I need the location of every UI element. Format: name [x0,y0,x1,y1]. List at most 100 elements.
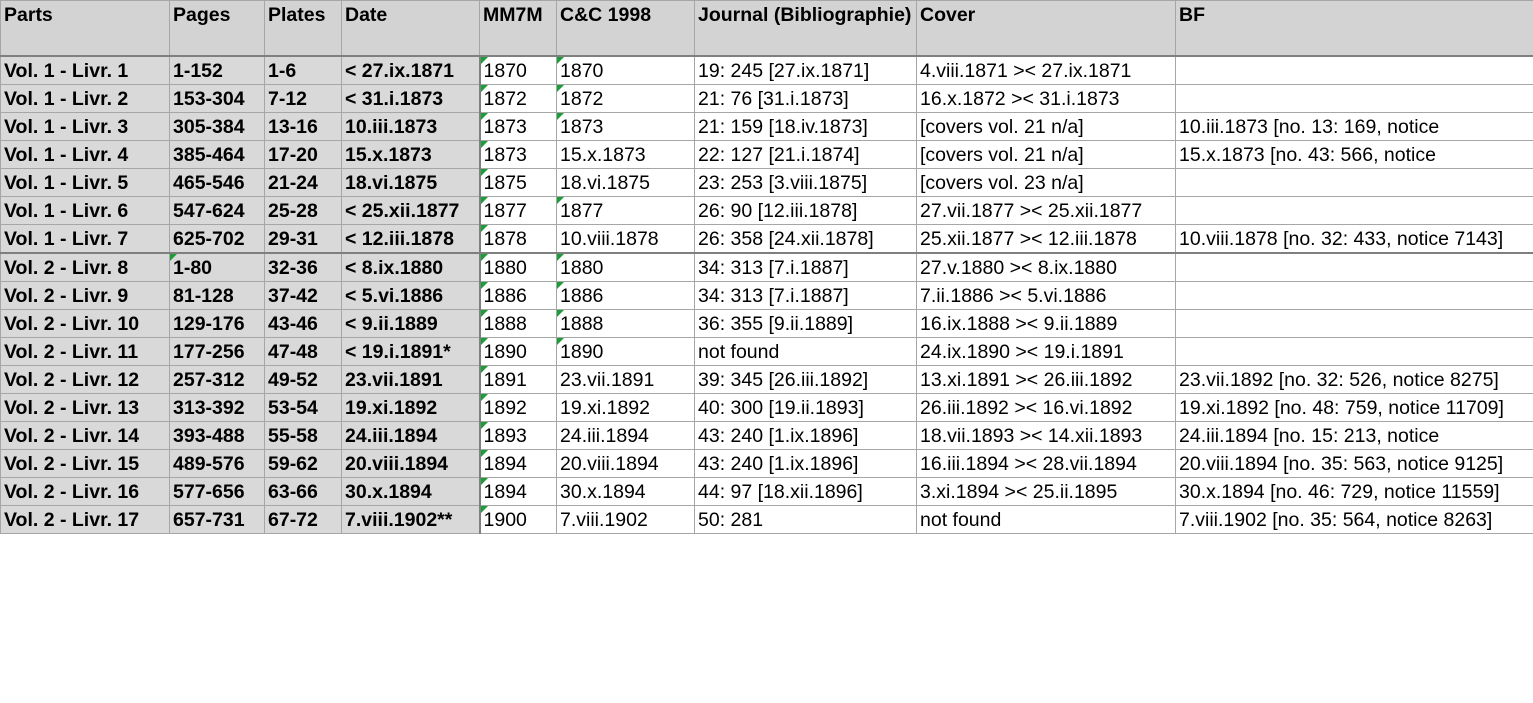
cell-cc-1998[interactable]: 1877 [556,196,695,225]
cell-date[interactable]: < 5.vi.1886 [341,281,481,310]
cell-pages[interactable]: 625-702 [169,224,265,254]
cell-plates[interactable]: 37-42 [264,281,342,310]
cell-cc-1998[interactable]: 30.x.1894 [556,477,695,506]
header-plates[interactable]: Plates [264,0,342,57]
cell-plates[interactable]: 59-62 [264,449,342,478]
cell-date[interactable]: 20.viii.1894 [341,449,481,478]
cell-plates[interactable]: 13-16 [264,112,342,141]
cell-bf[interactable]: 23.vii.1892 [no. 32: 526, notice 8275] [1175,365,1533,394]
cell-journal[interactable]: 21: 159 [18.iv.1873] [694,112,917,141]
cell-mm7m[interactable]: 1872 [479,84,557,113]
cell-cc-1998[interactable]: 19.xi.1892 [556,393,695,422]
cell-pages[interactable]: 153-304 [169,84,265,113]
cell-pages[interactable]: 1-80 [169,252,265,282]
cell-parts[interactable]: Vol. 2 - Livr. 8 [0,252,170,282]
cell-journal[interactable]: 43: 240 [1.ix.1896] [694,421,917,450]
cell-bf[interactable]: 7.viii.1902 [no. 35: 564, notice 8263] [1175,505,1533,534]
cell-cover[interactable]: 16.ix.1888 >< 9.ii.1889 [916,309,1176,338]
cell-bf[interactable] [1175,252,1533,282]
cell-parts[interactable]: Vol. 2 - Livr. 9 [0,281,170,310]
cell-bf[interactable] [1175,84,1533,113]
cell-date[interactable]: < 27.ix.1871 [341,55,481,85]
cell-journal[interactable]: 26: 358 [24.xii.1878] [694,224,917,254]
cell-date[interactable]: < 9.ii.1889 [341,309,481,338]
cell-parts[interactable]: Vol. 2 - Livr. 11 [0,337,170,366]
cell-mm7m[interactable]: 1893 [479,421,557,450]
cell-parts[interactable]: Vol. 1 - Livr. 7 [0,224,170,254]
cell-cc-1998[interactable]: 10.viii.1878 [556,224,695,254]
cell-parts[interactable]: Vol. 2 - Livr. 13 [0,393,170,422]
cell-cc-1998[interactable]: 1872 [556,84,695,113]
cell-plates[interactable]: 67-72 [264,505,342,534]
cell-cover[interactable]: 7.ii.1886 >< 5.vi.1886 [916,281,1176,310]
cell-parts[interactable]: Vol. 2 - Livr. 10 [0,309,170,338]
cell-date[interactable]: < 19.i.1891* [341,337,481,366]
cell-date[interactable]: < 25.xii.1877 [341,196,481,225]
cell-plates[interactable]: 47-48 [264,337,342,366]
cell-cover[interactable]: not found [916,505,1176,534]
cell-journal[interactable]: 34: 313 [7.i.1887] [694,252,917,282]
cell-bf[interactable]: 10.iii.1873 [no. 13: 169, notice [1175,112,1533,141]
cell-parts[interactable]: Vol. 1 - Livr. 3 [0,112,170,141]
cell-journal[interactable]: 34: 313 [7.i.1887] [694,281,917,310]
cell-date[interactable]: 15.x.1873 [341,140,481,169]
cell-cc-1998[interactable]: 23.vii.1891 [556,365,695,394]
cell-cover[interactable]: 16.x.1872 >< 31.i.1873 [916,84,1176,113]
cell-mm7m[interactable]: 1873 [479,140,557,169]
cell-mm7m[interactable]: 1873 [479,112,557,141]
cell-cover[interactable]: 13.xi.1891 >< 26.iii.1892 [916,365,1176,394]
cell-mm7m[interactable]: 1892 [479,393,557,422]
cell-mm7m[interactable]: 1875 [479,168,557,197]
cell-date[interactable]: 7.viii.1902** [341,505,481,534]
cell-bf[interactable]: 15.x.1873 [no. 43: 566, notice [1175,140,1533,169]
cell-date[interactable]: 24.iii.1894 [341,421,481,450]
header-journal[interactable]: Journal (Bibliographie) [694,0,917,57]
cell-cover[interactable]: 16.iii.1894 >< 28.vii.1894 [916,449,1176,478]
cell-date[interactable]: 18.vi.1875 [341,168,481,197]
cell-parts[interactable]: Vol. 1 - Livr. 2 [0,84,170,113]
cell-date[interactable]: 19.xi.1892 [341,393,481,422]
cell-date[interactable]: < 31.i.1873 [341,84,481,113]
cell-mm7m[interactable]: 1878 [479,224,557,254]
cell-pages[interactable]: 313-392 [169,393,265,422]
cell-plates[interactable]: 55-58 [264,421,342,450]
cell-pages[interactable]: 489-576 [169,449,265,478]
cell-date[interactable]: 30.x.1894 [341,477,481,506]
cell-mm7m[interactable]: 1894 [479,477,557,506]
header-parts[interactable]: Parts [0,0,170,57]
cell-pages[interactable]: 657-731 [169,505,265,534]
cell-cover[interactable]: 27.vii.1877 >< 25.xii.1877 [916,196,1176,225]
cell-parts[interactable]: Vol. 2 - Livr. 12 [0,365,170,394]
cell-mm7m[interactable]: 1894 [479,449,557,478]
cell-cc-1998[interactable]: 1880 [556,252,695,282]
cell-cc-1998[interactable]: 1890 [556,337,695,366]
cell-cc-1998[interactable]: 20.viii.1894 [556,449,695,478]
cell-cover[interactable]: [covers vol. 21 n/a] [916,112,1176,141]
cell-bf[interactable]: 19.xi.1892 [no. 48: 759, notice 11709] [1175,393,1533,422]
cell-mm7m[interactable]: 1888 [479,309,557,338]
cell-cc-1998[interactable]: 7.viii.1902 [556,505,695,534]
cell-bf[interactable] [1175,337,1533,366]
cell-pages[interactable]: 547-624 [169,196,265,225]
cell-plates[interactable]: 32-36 [264,252,342,282]
header-cover[interactable]: Cover [916,0,1176,57]
cell-pages[interactable]: 385-464 [169,140,265,169]
cell-parts[interactable]: Vol. 1 - Livr. 5 [0,168,170,197]
cell-plates[interactable]: 25-28 [264,196,342,225]
cell-bf[interactable]: 10.viii.1878 [no. 32: 433, notice 7143] [1175,224,1533,254]
cell-plates[interactable]: 17-20 [264,140,342,169]
cell-date[interactable]: 23.vii.1891 [341,365,481,394]
header-mm7m[interactable]: MM7M [479,0,557,57]
cell-plates[interactable]: 29-31 [264,224,342,254]
cell-cc-1998[interactable]: 1870 [556,55,695,85]
cell-parts[interactable]: Vol. 1 - Livr. 4 [0,140,170,169]
cell-plates[interactable]: 53-54 [264,393,342,422]
header-pages[interactable]: Pages [169,0,265,57]
cell-journal[interactable]: 36: 355 [9.ii.1889] [694,309,917,338]
cell-parts[interactable]: Vol. 2 - Livr. 16 [0,477,170,506]
cell-bf[interactable] [1175,55,1533,85]
cell-pages[interactable]: 1-152 [169,55,265,85]
cell-mm7m[interactable]: 1886 [479,281,557,310]
cell-mm7m[interactable]: 1880 [479,252,557,282]
cell-journal[interactable]: 43: 240 [1.ix.1896] [694,449,917,478]
